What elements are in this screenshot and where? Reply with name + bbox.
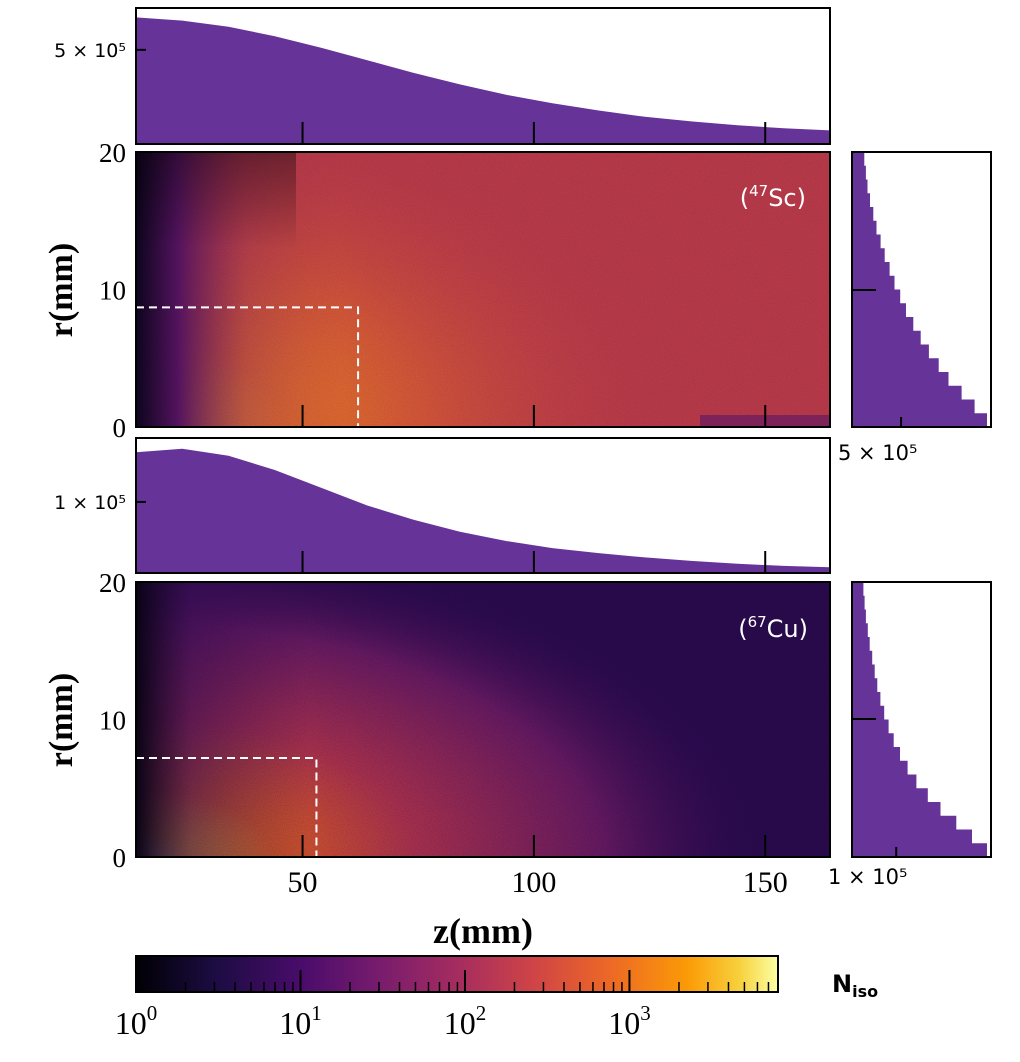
cu-top-marginal-frame: [135, 437, 831, 574]
colorbar-tick-label: 100: [115, 1001, 158, 1041]
sc-heatmap-frame: [135, 151, 831, 428]
cu-top-marginal-tick-label: 1 × 10⁵: [54, 492, 126, 514]
sc-top-marginal: 5 × 10⁵: [54, 7, 831, 145]
cu-right-marginal: 1 × 10⁵: [828, 581, 992, 889]
sc-right-marginal: 5 × 10⁵: [838, 151, 992, 465]
cu-right-marginal-tick-label: 1 × 10⁵: [828, 865, 907, 889]
x-tick-label: 150: [743, 866, 788, 899]
heatmap-y-tick-label: 10: [99, 706, 126, 736]
sc-isotope-label: (47Sc): [740, 182, 806, 212]
heatmap-y-tick-label: 20: [99, 138, 126, 168]
cu-heatmap-x-ticks: [301, 835, 767, 857]
colorbar: 100 101 102 103 Niso: [115, 955, 878, 1041]
cu-right-marginal-bars: [852, 582, 987, 857]
colorbar-tick-label: 103: [608, 1001, 651, 1041]
cu-heatmap-noise: [136, 582, 830, 857]
colorbar-tick-label: 101: [279, 1001, 322, 1041]
heatmap-y-tick-label: 0: [113, 413, 127, 443]
cu-top-marginal-x-ticks: [301, 551, 767, 573]
colorbar-label: Niso: [832, 970, 878, 1001]
colorbar-tick-labels: 100 101 102 103: [115, 1001, 651, 1041]
colorbar-ticks: [135, 970, 779, 992]
sc-dashed-box: [136, 306, 360, 427]
cu-heatmap-frame: [135, 581, 831, 858]
x-tick-label: 50: [288, 866, 318, 899]
sc-heatmap-noise: [136, 152, 830, 427]
cu-heatmap: 0 10 20 (67Cu) r(mm): [43, 568, 831, 873]
sc-heatmap: 0 10 20 (47Sc) r(mm): [43, 138, 831, 443]
x-axis-label: z(mm): [433, 911, 533, 951]
cu-heatmap-y-ticks: 0 10 20: [99, 568, 126, 873]
x-tick-label: 100: [511, 866, 556, 899]
sc-top-marginal-tick-label: 5 × 10⁵: [54, 40, 126, 62]
sc-heatmap-y-ticks: 0 10 20: [99, 138, 126, 443]
cu-top-marginal: 1 × 10⁵: [54, 437, 831, 574]
colorbar-tick-label: 102: [444, 1001, 487, 1041]
cu-y-axis-label: r(mm): [43, 673, 80, 767]
sc-right-marginal-tick-label: 5 × 10⁵: [838, 441, 917, 465]
sc-top-marginal-frame: [135, 7, 831, 145]
cu-top-marginal-area: [136, 448, 830, 573]
shared-x-tick-labels: 50 100 150: [288, 866, 788, 899]
heatmap-y-tick-label: 10: [99, 276, 126, 306]
cu-isotope-label: (67Cu): [738, 613, 808, 643]
sc-y-axis-label: r(mm): [43, 243, 80, 337]
heatmap-y-tick-label: 0: [113, 843, 127, 873]
sc-right-marginal-bars: [852, 152, 987, 427]
sc-top-marginal-area: [136, 17, 830, 144]
heatmap-y-tick-label: 20: [99, 568, 126, 598]
sc-heatmap-x-ticks: [301, 405, 767, 427]
sc-top-marginal-x-ticks: [301, 122, 767, 144]
